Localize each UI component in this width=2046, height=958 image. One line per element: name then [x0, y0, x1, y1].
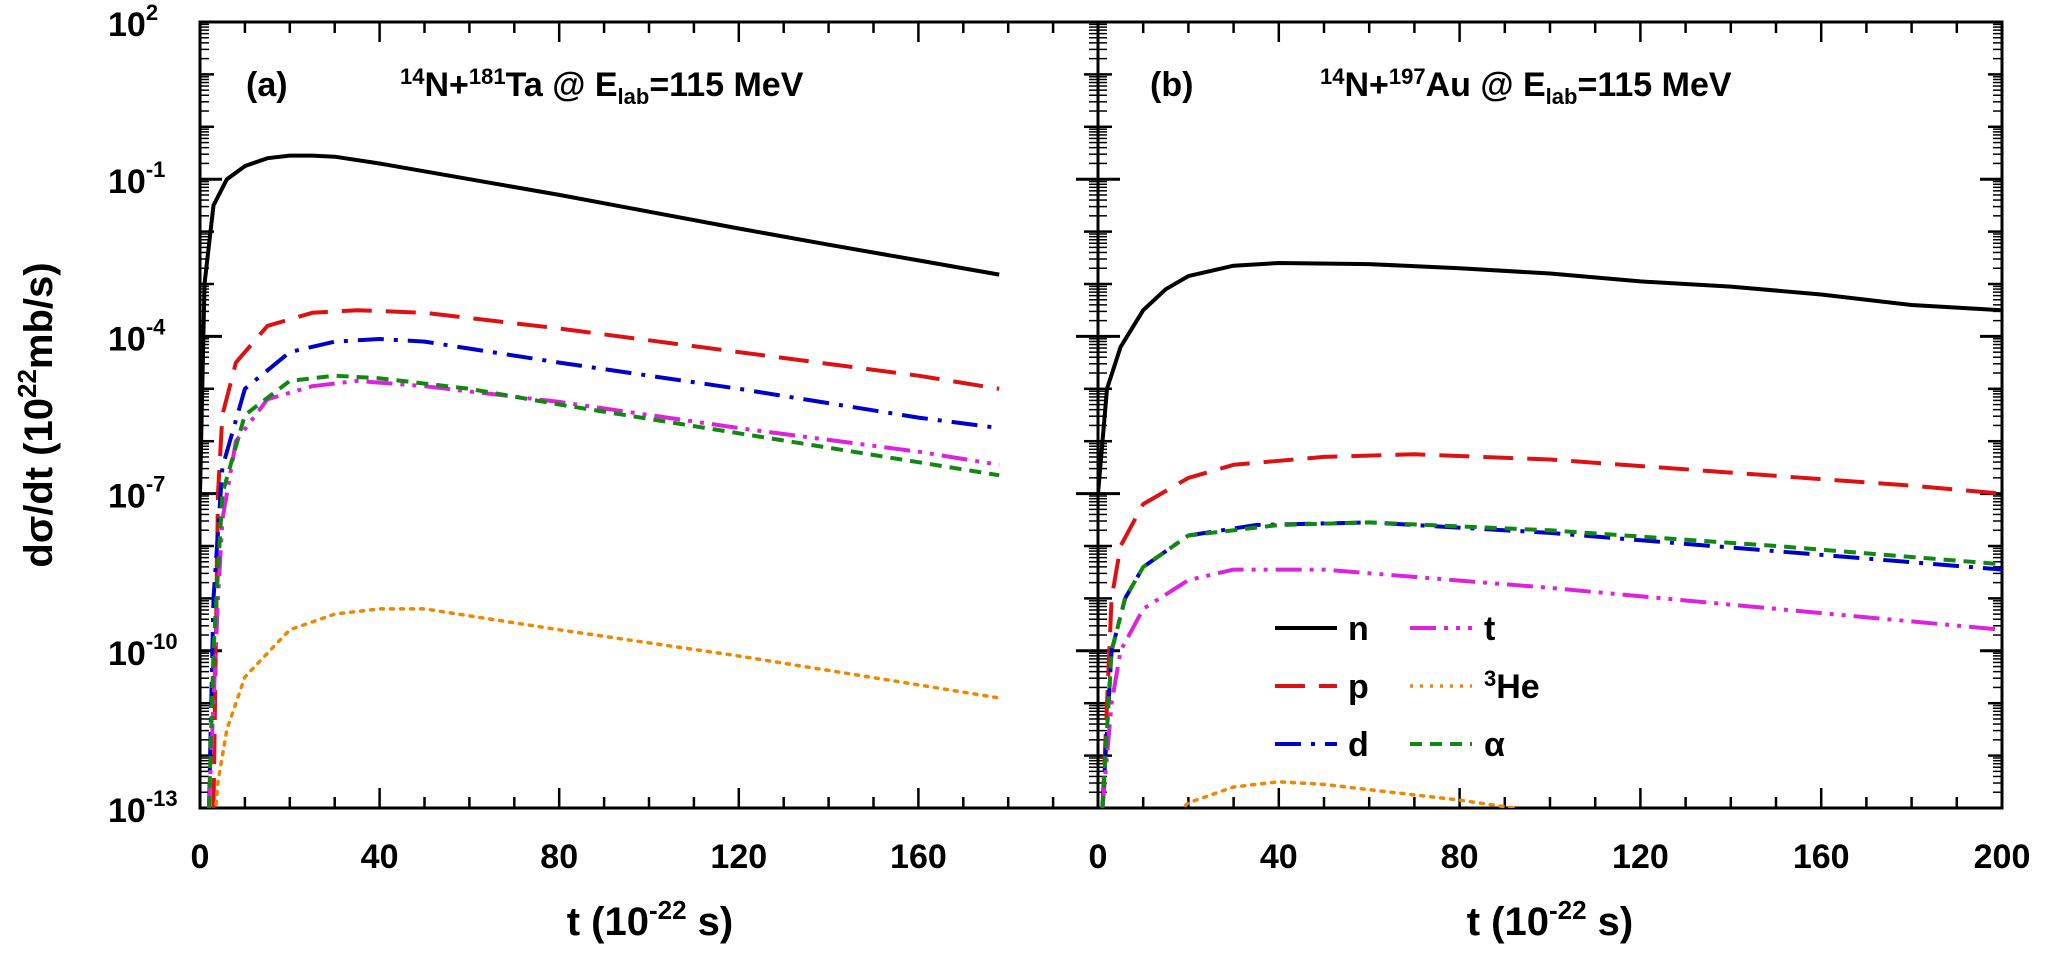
series-n: [1098, 261, 2002, 494]
x-tick-label: 160: [890, 838, 947, 876]
x-tick-label: 0: [1089, 838, 1108, 876]
panel-a-tag: (a): [246, 66, 288, 104]
x-tick-label: 40: [361, 838, 399, 876]
panel-a-ticks: [198, 20, 1100, 810]
series-α: [207, 373, 1000, 808]
legend-label-n: n: [1348, 610, 1369, 648]
panel-a-frame: [198, 20, 1100, 810]
legend-label-d: d: [1348, 726, 1369, 764]
legend-label-α: α: [1484, 726, 1505, 764]
panel-a: (a) 14N+181Ta @ Elab=115 MeV: [198, 20, 1100, 810]
legend: n t p 3He d α: [1275, 610, 1540, 764]
panel-b-ticks: [1096, 20, 2004, 810]
panel-b: (b) 14N+197Au @ Elab=115 MeV n t p 3He d α: [1096, 20, 2004, 810]
y-axis-title: dσ/dt (1022mb/s): [12, 262, 61, 567]
series-3He: [1180, 780, 1516, 808]
x-tick-label: 40: [1260, 838, 1298, 876]
legend-label-t: t: [1484, 610, 1495, 648]
x-axis-title-a: t (10-22 s): [567, 895, 734, 944]
y-tick-label: 10-1: [108, 157, 165, 201]
x-tick-label: 120: [710, 838, 767, 876]
y-tick-label: 10-4: [108, 314, 166, 358]
x-tick-label: 80: [1441, 838, 1479, 876]
series-n: [200, 153, 1000, 494]
x-tick-label: 80: [540, 838, 578, 876]
panel-b-tag: (b): [1150, 66, 1193, 104]
series-t: [1100, 567, 2002, 808]
panel-b-series: [1098, 261, 2002, 808]
series-p: [211, 308, 1000, 808]
y-tick-label: 10-7: [108, 472, 165, 516]
x-tick-labels: 0 40 80 120 160 0 40 80 120 160 200: [191, 838, 2031, 876]
series-3He: [213, 607, 1001, 808]
x-tick-label: 0: [191, 838, 210, 876]
x-tick-label: 160: [1793, 838, 1850, 876]
series-d: [207, 337, 1000, 808]
series-t: [207, 378, 1000, 808]
x-tick-label: 120: [1612, 838, 1669, 876]
y-tick-label: 102: [108, 0, 158, 44]
panel-a-series: [200, 153, 1001, 808]
y-tick-labels: 102 10-1 10-4 10-7 10-10 10-13: [108, 0, 178, 830]
y-tick-label: 10-13: [108, 786, 178, 830]
panel-a-title: 14N+181Ta @ Elab=115 MeV: [400, 64, 804, 109]
legend-label-p: p: [1348, 668, 1369, 706]
legend-label-3He: 3He: [1484, 666, 1540, 706]
panel-b-frame: [1096, 20, 2004, 810]
x-axis-title-b: t (10-22 s): [1467, 895, 1634, 944]
x-tick-label: 200: [1974, 838, 2031, 876]
series-p: [1100, 452, 2002, 808]
series-d: [1100, 520, 2002, 808]
y-tick-label: 10-10: [108, 629, 178, 673]
panel-b-title: 14N+197Au @ Elab=115 MeV: [1320, 64, 1732, 109]
series-α: [1100, 520, 2002, 808]
